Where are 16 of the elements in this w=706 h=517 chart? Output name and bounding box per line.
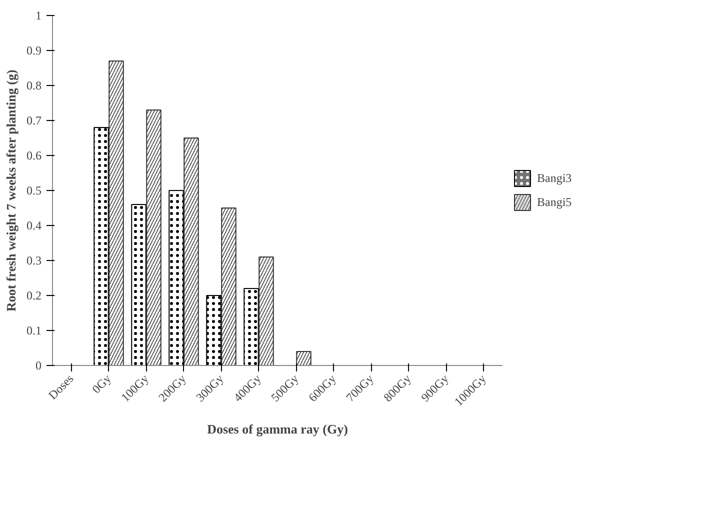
y-tick-label: 0.2 [26,288,42,302]
y-axis-title: Root fresh weight 7 weeks after planting (g) [4,70,18,312]
y-tick-label: 0.9 [26,44,42,58]
y-tick-label: 1 [36,8,42,22]
y-tick-label: 0 [36,358,42,372]
y-tick-label: 0.6 [26,148,42,162]
y-tick-label: 0.1 [26,324,42,338]
y-tick-label: 0.8 [26,78,42,92]
x-axis-title: Doses of gamma ray (Gy) [207,422,348,437]
legend-label: Bangi3 [537,170,572,186]
y-tick-label: 0.3 [26,254,42,268]
x-tick-label: 0Gy [89,372,114,396]
y-tick-label: 0.4 [26,218,42,232]
y-tick-label: 0.7 [26,114,42,128]
legend-label: Bangi5 [537,194,572,210]
y-tick-label: 0.5 [26,184,42,198]
